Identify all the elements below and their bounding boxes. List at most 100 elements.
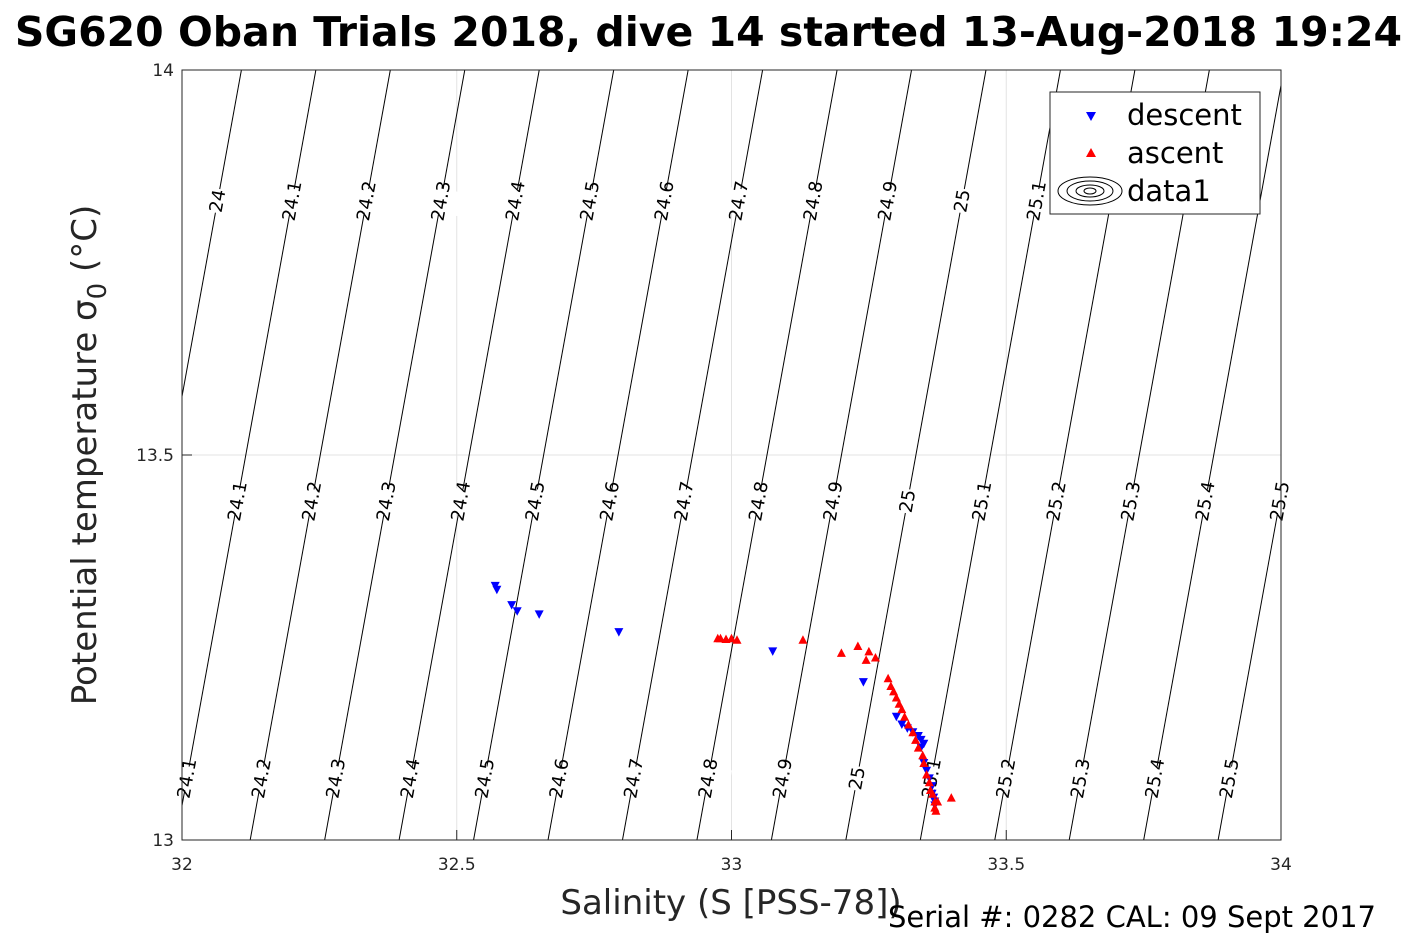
legend-data1-label: data1 (1127, 174, 1211, 208)
descent-point (768, 647, 778, 656)
isopycnal-label-bg (863, 185, 912, 217)
isopycnal-label: 25.2 (993, 757, 1021, 800)
isopycnal-label: 24.6 (596, 480, 624, 523)
y-axis-ticks: 13 13.5 14 (136, 61, 192, 851)
legend-descent-marker (1086, 112, 1096, 121)
ascent-point (933, 797, 943, 806)
ascent-point (798, 635, 808, 644)
ascent-point (918, 750, 928, 760)
ascent-point (908, 727, 918, 737)
isopycnal-label: 25.4 (1192, 480, 1220, 523)
isopycnal-label-bg (1056, 762, 1105, 795)
isopycnal-label-bg (417, 185, 465, 217)
isopycnal-label: 25.4 (1141, 757, 1169, 800)
isopycnal-label: 24.8 (695, 757, 723, 800)
isopycnal-label-bg (566, 185, 614, 217)
ascent-point (853, 641, 863, 650)
isopycnal-label-bg (511, 485, 560, 517)
x-axis-label: Salinity (S [PSS-78]) (560, 883, 901, 923)
isopycnal-label: 24.5 (522, 480, 550, 523)
ascent-point (889, 686, 899, 696)
isopycnal-label-bg (660, 485, 708, 517)
ascent-point (891, 693, 901, 702)
isopycnal-label-bg (789, 185, 838, 217)
isopycnal-label-bg (1012, 185, 1061, 217)
ascent-point (883, 673, 893, 683)
isopycnal-label: 24.7 (725, 179, 753, 222)
descent-point (492, 585, 502, 595)
isopycnal-label: 24.1 (279, 179, 307, 222)
isopycnal-label-bg (237, 762, 286, 795)
ascent-point (924, 777, 934, 787)
ascent-point (911, 735, 921, 744)
isopycnal-label: 24.1 (224, 480, 252, 523)
isopycnal-label: 24.2 (298, 480, 326, 523)
ascent-point (870, 653, 880, 662)
isopycnal-label-bg (460, 762, 509, 795)
isopycnal-label-bg (342, 185, 391, 217)
descent-point (512, 607, 522, 616)
ascent-point (732, 635, 742, 644)
ascent-point (928, 789, 938, 798)
isopycnal-label-bg (684, 762, 732, 795)
descent-point (897, 720, 907, 729)
isopycnal-label-bg (883, 485, 932, 517)
legend-ascent-marker (1086, 148, 1096, 157)
isopycnal-label: 24.1 (174, 757, 202, 800)
isopycnal-label: 25.3 (1117, 480, 1145, 523)
isopycnal-label-bg (362, 485, 411, 517)
legend-descent-label: descent (1127, 98, 1242, 132)
y-axis-label-subscript: 0 (83, 283, 113, 300)
isopycnal-label-bg (288, 485, 336, 517)
legend-box (1049, 91, 1261, 215)
isopycnal-label-bg (386, 762, 435, 795)
y-tick-label: 13.5 (136, 446, 174, 466)
ascent-point (836, 648, 846, 657)
ascent-point (946, 793, 956, 802)
isopycnal-label-bg (585, 485, 634, 517)
isopycnal-labels: 24 24.1 24.2 24.3 24.4 24.5 24.6 24.7 24.8 24.9 25… (163, 179, 1304, 800)
isopycnal-label-bg (1181, 485, 1230, 517)
isopycnal-label: 25 (896, 488, 921, 514)
isopycnal-label-bg (193, 185, 242, 217)
isopycnal-line (1293, 70, 1417, 840)
isopycnal-label: 24.9 (769, 757, 797, 800)
x-tick-label: 32.5 (438, 855, 476, 875)
ascent-point (922, 770, 932, 779)
isopycnal-label: 24.3 (428, 179, 456, 222)
isopycnal-label-bg (758, 762, 807, 795)
legend-ascent-label: ascent (1127, 136, 1223, 170)
descent-point (614, 628, 624, 637)
isopycnal-label-bg (833, 762, 881, 795)
isopycnal-label: 25.2 (1043, 480, 1071, 523)
legend: descent ascent data1 (1049, 91, 1261, 215)
isopycnal-label-bg (268, 185, 316, 217)
ascent-point (900, 712, 910, 721)
isopycnal-label: 24.3 (373, 480, 401, 523)
isopycnal-label: 24.5 (576, 179, 604, 222)
ascent-point (864, 646, 874, 656)
y-axis-label-main: Potential temperature σ (65, 299, 105, 705)
isopycnal-label: 24 (206, 188, 231, 214)
isopycnal-line (1217, 491, 1281, 840)
isopycnal-label: 25.1 (1023, 179, 1051, 222)
isopycnal-label: 24.9 (820, 480, 848, 523)
isopycnal-label: 24.4 (447, 480, 475, 523)
isopycnal-label: 25.5 (1266, 480, 1294, 523)
isopycnal-label-bg (714, 185, 763, 217)
isopycnal-label-bg (312, 762, 360, 795)
y-tick-label: 13 (152, 831, 174, 851)
isopycnal-label-bg (1032, 485, 1081, 517)
ascent-point (903, 720, 913, 729)
ascent-point (716, 633, 726, 643)
isopycnal-label-bg (1107, 485, 1155, 517)
descent-point (891, 712, 901, 722)
chart-title: SG620 Oban Trials 2018, dive 14 started … (15, 8, 1402, 56)
isopycnal-label-bg (163, 762, 211, 795)
isopycnal-label: 24.6 (651, 179, 679, 222)
descent-point (534, 610, 544, 619)
isopycnal-label: 24.8 (745, 480, 773, 523)
isopycnal-label-bg (213, 485, 262, 517)
isopycnal-label: 25 (845, 765, 870, 791)
isopycnal-label: 24.4 (502, 179, 530, 222)
